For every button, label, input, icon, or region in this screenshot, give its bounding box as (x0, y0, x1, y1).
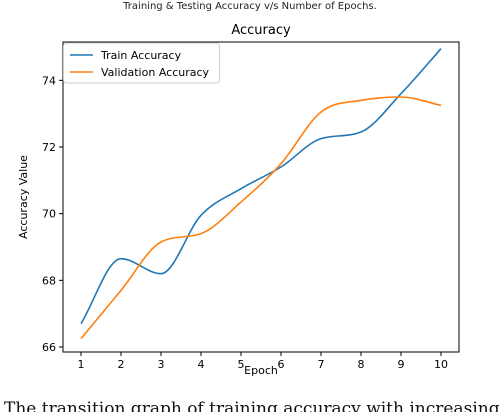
x-axis-ticks: 1 2 3 4 5 6 7 8 9 10 (78, 352, 448, 371)
legend-box (63, 42, 220, 84)
x-tick-label: 3 (158, 358, 165, 371)
y-axis-label: Accuracy Value (17, 155, 30, 239)
y-tick-label: 72 (42, 141, 56, 154)
x-tick-label: 10 (434, 358, 448, 371)
series-line-train (80, 48, 442, 325)
x-tick-label: 9 (398, 358, 405, 371)
x-tick-label: 8 (358, 358, 365, 371)
figure-title: Training & Testing Accuracy v/s Number o… (123, 1, 377, 12)
series-lines (80, 48, 442, 340)
y-tick-label: 66 (42, 341, 56, 354)
legend: Train Accuracy Validation Accuracy (63, 42, 220, 84)
x-tick-label: 6 (278, 358, 285, 371)
accuracy-chart: Accuracy 1 2 3 4 5 6 7 8 9 10 66 68 70 72 74 Epoch Ac… (17, 23, 460, 377)
x-tick-label: 1 (78, 358, 85, 371)
x-tick-label: 5 (238, 358, 245, 371)
y-tick-label: 74 (42, 74, 56, 87)
legend-label-train: Train Accuracy (100, 49, 182, 62)
x-tick-label: 2 (118, 358, 125, 371)
plot-area (62, 41, 460, 353)
y-tick-label: 70 (42, 208, 56, 221)
chart-title: Accuracy (231, 23, 291, 38)
legend-label-validation: Validation Accuracy (101, 66, 210, 79)
y-axis-ticks: 66 68 70 72 74 (42, 74, 63, 354)
series-line-validation (80, 96, 442, 340)
x-tick-label: 7 (318, 358, 325, 371)
y-tick-label: 68 (42, 274, 56, 287)
x-tick-label: 4 (198, 358, 205, 371)
x-axis-label: Epoch (244, 364, 278, 377)
figure-caption: The transition graph of training accurac… (4, 399, 500, 412)
